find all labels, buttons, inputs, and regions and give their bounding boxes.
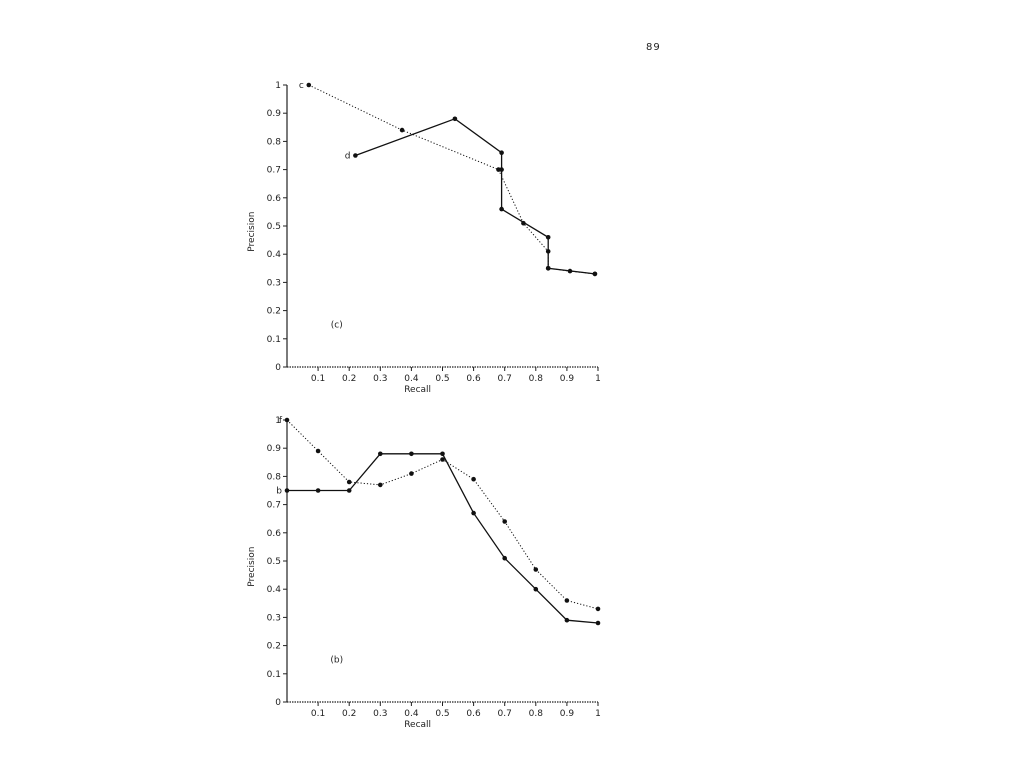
chart1-x-tick-label: 0.7: [498, 709, 512, 719]
chart0-x-tick-label: 1: [595, 374, 601, 384]
chart0-series-d-point: [499, 206, 504, 212]
chart1-series-f-point: [346, 479, 352, 485]
chart0-y-axis-label: Precision: [247, 212, 257, 252]
chart0-x-tick-label: 0.6: [466, 374, 481, 384]
chart1-panel-label: (b): [330, 656, 343, 666]
chart1-y-tick-label: 0.8: [267, 472, 282, 482]
chart0-series-d-tag: d: [345, 152, 351, 162]
chart0-panel-label: (c): [331, 321, 343, 331]
chart1-series-b-point: [315, 488, 321, 493]
chart0-x-tick-label: 0.2: [342, 374, 356, 384]
chart1-series-f-point: [409, 471, 414, 476]
chart1-y-axis-label: Precision: [247, 547, 257, 587]
chart1-y-tick-label: 0.3: [267, 613, 281, 623]
chart-b: 0 0.1 0.2 0.3 0.4 0.5 0.6 0.7 0.8 0.9 1 0.1 0.2 0.3 0.…: [247, 416, 601, 730]
chart1-series-b-point: [595, 620, 601, 626]
chart0-y-tick-label: 0.8: [267, 137, 282, 147]
chart1-y-tick-label: 1: [275, 416, 281, 426]
chart1-y-tick-label: 0.5: [267, 557, 281, 567]
chart1-series-b-point: [440, 451, 445, 457]
chart1-y-tick-label: 0.1: [267, 670, 281, 680]
chart0-y-tick-label: 0.1: [267, 335, 281, 345]
chart1-series-b-point: [346, 488, 352, 493]
chart0-series-d-point: [592, 271, 598, 277]
chart1-series-b-point: [409, 451, 414, 457]
chart0-series-d-line: [355, 118, 595, 275]
chart1-series-f-point: [502, 519, 508, 524]
chart0-y-tick-label: 0.9: [267, 109, 282, 119]
chart1-x-tick-label: 0.5: [435, 709, 449, 719]
chart0-y-tick-label: 0.5: [267, 222, 281, 232]
chart1-x-tick-label: 0.9: [560, 709, 575, 719]
chart1-x-tick-label: 1: [595, 709, 601, 719]
chart0-y-tick-label: 0.2: [267, 307, 281, 317]
chart0-series-c-point: [399, 127, 405, 133]
chart0-series-c-tag: c: [299, 81, 304, 91]
chart1-x-tick-label: 0.4: [404, 709, 419, 719]
chart0-y-tick-label: 0.6: [267, 194, 282, 204]
chart1-y-tick-label: 0.7: [267, 501, 281, 511]
chart1-x-tick-label: 0.6: [466, 709, 481, 719]
chart1-series-f-point: [564, 598, 570, 603]
chart1-y-tick-label: 0.6: [267, 529, 282, 539]
chart1-series-f-point: [378, 482, 383, 488]
chart0-series-c-line: [308, 84, 595, 275]
chart0-x-tick-label: 0.7: [498, 374, 512, 384]
page-number: 89: [646, 42, 661, 53]
chart0-y-tick-label: 0: [275, 363, 281, 373]
chart1-series-f-point: [533, 567, 539, 572]
chart0-series-d-point: [545, 235, 551, 240]
chart1-x-tick-label: 0.3: [373, 709, 387, 719]
chart1-y-tick-label: 0: [275, 698, 281, 708]
chart0-y-tick-label: 1: [275, 81, 281, 91]
chart1-series-b-point: [378, 451, 383, 457]
chart1-y-tick-label: 0.9: [267, 444, 282, 454]
chart0-series-d-point: [353, 153, 358, 158]
chart0-series-d-point: [499, 150, 504, 155]
chart0-x-tick-label: 0.4: [404, 374, 419, 384]
chart0-y-tick-label: 0.7: [267, 166, 281, 176]
chart0-x-axis-label: Recall: [404, 385, 431, 395]
chart0-y-tick-label: 0.3: [267, 278, 281, 288]
chart1-series-b-line: [287, 453, 599, 624]
chart1-series-f-point: [440, 457, 445, 462]
chart1-series-f-point: [315, 448, 321, 454]
chart0-series-d-point: [545, 266, 551, 271]
chart1-y-tick-label: 0.4: [267, 585, 282, 595]
chart1-series-f-point: [595, 606, 601, 612]
chart1-series-b-point: [502, 555, 508, 561]
chart0-y-tick-label: 0.4: [267, 250, 282, 260]
chart-c: 0 0.1 0.2 0.3 0.4 0.5 0.6 0.7 0.8 0.9 1 0.1 0.2 0.3 0.…: [247, 81, 601, 395]
chart1-series-b-point: [284, 488, 290, 493]
chart1-x-tick-label: 0.8: [529, 709, 544, 719]
chart1-series-f-point: [471, 476, 476, 482]
chart1-series-f-point: [284, 417, 290, 423]
chart1-series-b-point: [533, 586, 539, 592]
chart0-series-d-point: [499, 167, 504, 172]
chart1-x-tick-label: 0.2: [342, 709, 356, 719]
chart1-series-b-tag: b: [276, 487, 282, 497]
chart0-series-d-point: [452, 116, 458, 122]
chart0-x-tick-label: 0.1: [311, 374, 325, 384]
chart0-series-c-point: [306, 82, 312, 88]
chart1-y-tick-label: 0.2: [267, 642, 281, 652]
chart1-series-b-point: [564, 617, 570, 623]
chart1-series-f-line: [286, 419, 599, 610]
chart1-x-axis-label: Recall: [404, 720, 431, 730]
chart0-x-tick-label: 0.3: [373, 374, 387, 384]
chart1-series-f-tag: f: [279, 416, 283, 426]
chart0-x-tick-label: 0.9: [560, 374, 575, 384]
chart0-x-tick-label: 0.8: [529, 374, 544, 384]
chart1-series-b-point: [471, 510, 476, 516]
chart0-x-tick-label: 0.5: [435, 374, 449, 384]
chart1-x-tick-label: 0.1: [311, 709, 325, 719]
